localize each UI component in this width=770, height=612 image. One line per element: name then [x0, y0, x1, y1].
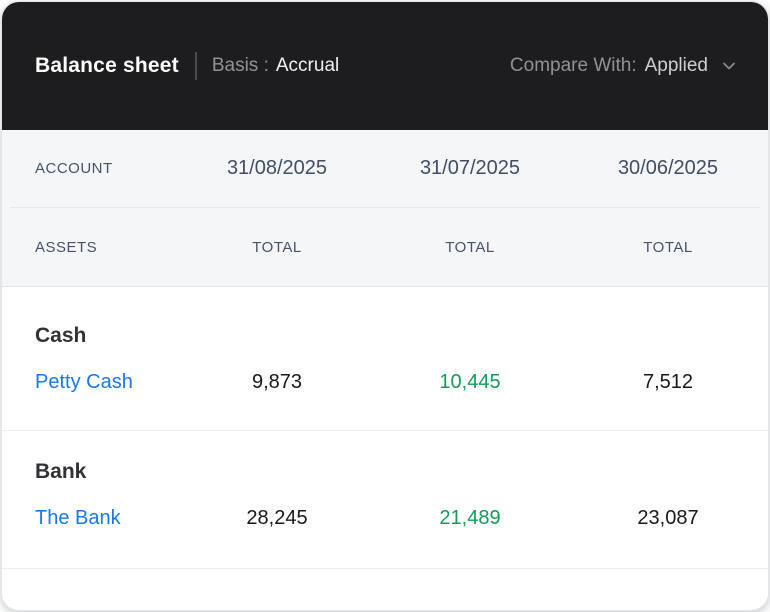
section-divider: [2, 568, 768, 569]
column-header-date-2: 31/07/2025: [419, 157, 521, 179]
compare-with-value: Applied: [644, 55, 708, 76]
section-cash: Cash Petty Cash 9,873 10,445 7,512: [2, 287, 768, 430]
section-divider: [2, 430, 768, 431]
column-header-date-1: 31/08/2025: [226, 157, 328, 179]
section-bank: Bank The Bank 28,245 21,489 23,087: [2, 431, 768, 568]
column-header-account: ACCOUNT: [35, 160, 113, 177]
chevron-down-icon: [723, 62, 735, 70]
compare-with-dropdown[interactable]: Compare With: Applied: [510, 55, 738, 77]
account-link-petty-cash[interactable]: Petty Cash: [35, 370, 133, 393]
column-header-total-1: TOTAL: [252, 238, 302, 256]
table-row-petty-cash: Petty Cash 9,873 10,445 7,512: [2, 368, 768, 396]
value-cell: 10,445: [439, 370, 501, 393]
column-header-date-3: 30/06/2025: [617, 157, 719, 179]
value-cell: 21,489: [439, 506, 501, 529]
value-cell: 7,512: [642, 370, 694, 393]
column-header-total-2: TOTAL: [445, 238, 495, 256]
basis-indicator: Basis : Accrual: [212, 55, 339, 77]
header-vertical-divider: [194, 52, 197, 80]
header-row-divider: [10, 207, 760, 208]
basis-label: Basis :: [211, 55, 269, 76]
section-title-bank: Bank: [35, 460, 87, 483]
report-header: Balance sheet Basis : Accrual Compare Wi…: [2, 2, 768, 130]
value-cell: 23,087: [637, 506, 699, 529]
table-header-band: ACCOUNT 31/08/2025 31/07/2025 30/06/2025…: [2, 130, 768, 287]
basis-value: Accrual: [275, 55, 340, 76]
value-cell: 9,873: [251, 370, 303, 393]
value-cell: 28,245: [246, 506, 308, 529]
subheader-row: ASSETS TOTAL TOTAL TOTAL: [2, 208, 768, 286]
card-footer: [2, 569, 768, 604]
table-row-the-bank: The Bank 28,245 21,489 23,087: [2, 504, 768, 532]
section-title-cash: Cash: [35, 324, 87, 347]
column-header-row: ACCOUNT 31/08/2025 31/07/2025 30/06/2025: [2, 130, 768, 207]
group-header-assets: ASSETS: [35, 238, 98, 256]
page-title: Balance sheet: [35, 54, 179, 77]
compare-with-label: Compare With:: [509, 55, 637, 76]
account-link-the-bank[interactable]: The Bank: [35, 506, 121, 529]
column-header-total-3: TOTAL: [643, 238, 693, 256]
